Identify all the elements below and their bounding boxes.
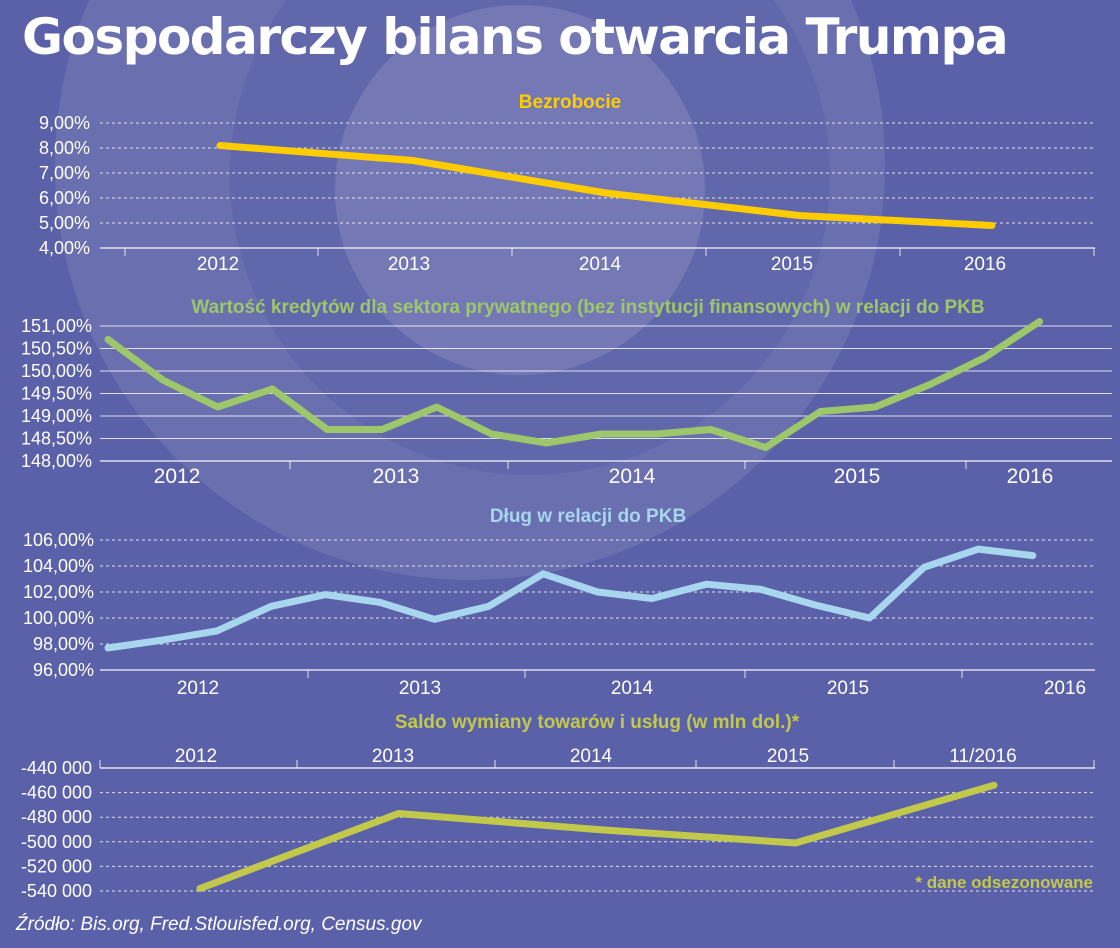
- x-tick-label: 2016: [1044, 678, 1086, 699]
- page-title: Gospodarczy bilans otwarcia Trumpa: [22, 8, 1009, 66]
- debt-chart: Dług w relacji do PKB 106,00% 104,00% 102,0…: [23, 506, 1095, 699]
- x-tick-label: 2014: [579, 254, 622, 275]
- y-tick-label: 6,00%: [39, 188, 90, 208]
- y-tick-label: 148,00%: [21, 451, 92, 471]
- x-tick-label: 2015: [827, 678, 869, 699]
- y-tick-label: 149,00%: [21, 406, 92, 426]
- x-tick-label: 2012: [175, 746, 217, 767]
- trade-series-line: [196, 781, 998, 892]
- trade-chart: Saldo wymiany towarów i usług (w mln dol…: [21, 712, 1095, 901]
- x-tick-label: 2012: [177, 678, 219, 699]
- x-tick-label: 2013: [399, 678, 441, 699]
- debt-chart-title: Dług w relacji do PKB: [490, 506, 686, 527]
- y-tick-label: -540 000: [21, 881, 92, 901]
- x-tick-label: 2012: [154, 465, 201, 488]
- y-tick-label: 8,00%: [39, 138, 90, 158]
- x-tick-label: 2014: [609, 465, 656, 488]
- x-tick-label: 2015: [834, 465, 881, 488]
- x-tick-label: 2012: [197, 254, 239, 275]
- y-tick-label: 150,50%: [21, 339, 92, 359]
- x-tick-label: 2013: [373, 465, 420, 488]
- y-tick-label: -500 000: [21, 832, 92, 852]
- y-tick-label: 102,00%: [23, 582, 94, 602]
- y-tick-label: 5,00%: [39, 213, 90, 233]
- y-tick-label: -440 000: [21, 758, 92, 778]
- x-tick-label: 2015: [771, 254, 813, 275]
- credit-series-line: [104, 318, 1044, 451]
- y-tick-label: -460 000: [21, 783, 92, 803]
- x-tick-label: 2013: [372, 746, 414, 767]
- y-tick-label: 9,00%: [39, 113, 90, 133]
- y-tick-label: 151,00%: [21, 316, 92, 336]
- y-tick-label: 149,50%: [21, 384, 92, 404]
- y-tick-label: 98,00%: [33, 634, 94, 654]
- x-tick-label: 2014: [570, 746, 613, 767]
- footnote: * dane odsezonowane: [915, 873, 1093, 892]
- y-tick-label: -480 000: [21, 807, 92, 827]
- y-tick-label: 104,00%: [23, 556, 94, 576]
- y-tick-label: 100,00%: [23, 608, 94, 628]
- x-tick-label: 2013: [388, 254, 430, 275]
- x-tick-label: 11/2016: [949, 746, 1016, 767]
- x-tick-label: 2015: [767, 746, 809, 767]
- source-note: Źródło: Bis.org, Fred.Stlouisfed.org, Ce…: [16, 914, 422, 935]
- trade-chart-title: Saldo wymiany towarów i usług (w mln dol…: [395, 712, 800, 733]
- y-tick-label: 150,00%: [21, 361, 92, 381]
- y-tick-label: 7,00%: [39, 163, 90, 183]
- y-tick-label: 148,50%: [21, 429, 92, 449]
- y-tick-label: 4,00%: [39, 238, 90, 258]
- y-tick-label: -520 000: [21, 856, 92, 876]
- credit-chart: Wartość kredytów dla sektora prywatnego …: [21, 297, 1112, 488]
- y-tick-label: 96,00%: [33, 660, 94, 680]
- x-tick-label: 2016: [1007, 465, 1054, 488]
- unemployment-series-line: [216, 142, 996, 229]
- x-tick-label: 2014: [611, 678, 654, 699]
- debt-series-line: [104, 545, 1037, 652]
- unemployment-chart-title: Bezrobocie: [519, 92, 621, 113]
- y-tick-label: 106,00%: [23, 530, 94, 550]
- x-tick-label: 2016: [964, 254, 1006, 275]
- credit-chart-title: Wartość kredytów dla sektora prywatnego …: [191, 297, 984, 318]
- unemployment-chart: Bezrobocie 9,00% 8,00% 7,00% 6,00% 5,00% 4,00%…: [39, 92, 1095, 275]
